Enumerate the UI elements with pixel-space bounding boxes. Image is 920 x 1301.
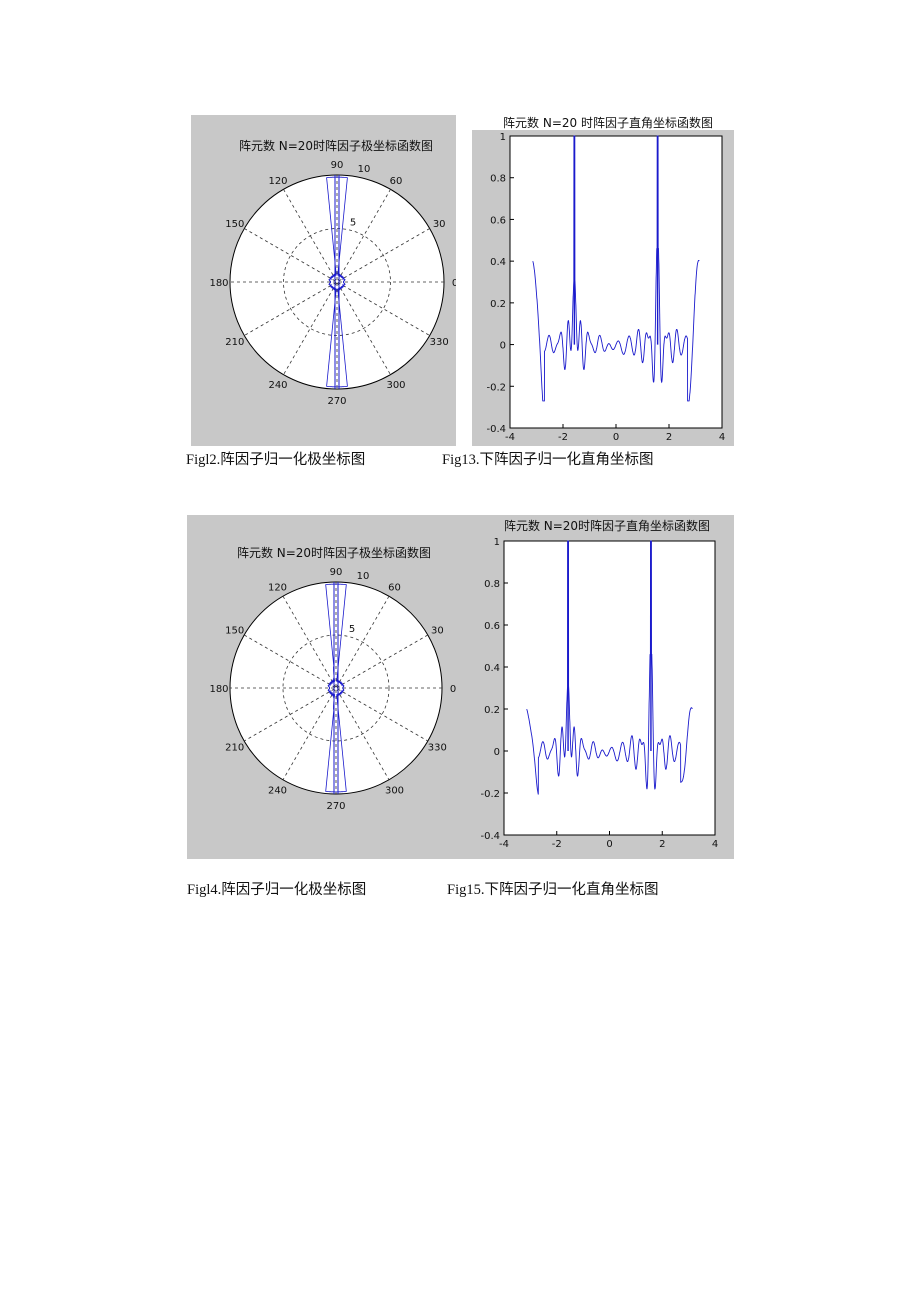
angle-tick-label: 30 <box>431 626 444 637</box>
y-tick-label: 0.6 <box>490 215 506 226</box>
y-tick-label: 0.2 <box>484 705 500 716</box>
polar-figure-2: 阵元数 N=20时阵因子极坐标函数图 0 30 60 90 120 150 180 210 24… <box>187 515 734 859</box>
radial-tick-label: 5 <box>349 624 355 635</box>
angle-tick-label: 120 <box>268 176 287 187</box>
angle-tick-label: 0 <box>452 278 456 289</box>
y-tick-label: 0.8 <box>484 579 500 590</box>
y-tick-label: 0.6 <box>484 621 500 632</box>
polar-chart-1: 阵元数 N=20时阵因子极坐标函数图 0 30 60 90 120 150 180 210 24… <box>209 138 458 407</box>
radial-tick-label: 5 <box>350 218 356 229</box>
angle-tick-label: 150 <box>225 626 244 637</box>
polar-chart-2: 阵元数 N=20时阵因子极坐标函数图 030609012015018021024… <box>209 518 718 850</box>
angle-tick-label: 270 <box>326 801 345 812</box>
y-tick-label: 0.2 <box>490 299 506 310</box>
angle-tick-label: 240 <box>268 380 287 391</box>
figure-caption: Fig13.下阵因子归一化直角坐标图 <box>442 452 654 468</box>
series-line <box>532 135 700 402</box>
figure-caption: Figl2.阵因子归一化极坐标图 <box>186 452 366 468</box>
angle-tick-label: 120 <box>268 583 287 594</box>
angle-tick-label: 0 <box>450 684 456 695</box>
angle-tick-label: 30 <box>433 219 446 230</box>
angle-tick-label: 90 <box>330 567 343 578</box>
angle-tick-label: 210 <box>225 743 244 754</box>
angle-tick-label: 270 <box>327 396 346 407</box>
y-tick-label: 0 <box>494 747 500 758</box>
polar-figure-1: 阵元数 N=20时阵因子极坐标函数图 0 30 60 90 120 150 180 210 24… <box>191 115 458 446</box>
angle-tick-label: 90 <box>331 160 344 171</box>
plot-area <box>503 540 716 836</box>
angle-tick-label: 60 <box>388 583 401 594</box>
radial-tick-label: 10 <box>358 164 371 175</box>
y-tick-label: -0.4 <box>480 831 500 842</box>
y-tick-label: 0.4 <box>484 663 500 674</box>
angle-tick-label: 60 <box>390 176 403 187</box>
angle-tick-label: 210 <box>225 337 244 348</box>
angle-tick-label: 180 <box>209 278 228 289</box>
x-tick-label: -2 <box>552 839 562 850</box>
x-tick-label: 0 <box>606 839 612 850</box>
angle-tick-label: 300 <box>385 785 404 796</box>
series-line <box>526 540 693 795</box>
y-tick-label: 1 <box>500 132 506 143</box>
figure-caption: Fig15.下阵因子归一化直角坐标图 <box>447 882 659 898</box>
x-tick-label: -4 <box>505 432 515 443</box>
chart-title: 阵元数 N=20时阵因子极坐标函数图 <box>239 138 433 153</box>
x-tick-label: -2 <box>558 432 568 443</box>
x-tick-label: 4 <box>719 432 725 443</box>
y-tick-label: -0.4 <box>486 424 506 435</box>
y-tick-label: -0.2 <box>486 382 506 393</box>
y-tick-label: 0 <box>500 341 506 352</box>
radial-tick-label: 10 <box>357 571 370 582</box>
angle-tick-label: 240 <box>268 785 287 796</box>
angle-tick-label: 300 <box>386 380 405 391</box>
y-tick-label: 0.8 <box>490 174 506 185</box>
y-tick-label: 0.4 <box>490 257 506 268</box>
x-tick-label: 0 <box>613 432 619 443</box>
angle-tick-label: 330 <box>428 743 447 754</box>
chart-title: 阵元数 N=20时阵因子直角坐标函数图 <box>504 518 710 533</box>
line-chart-1: 阵元数 N=20 时阵因子直角坐标函数图 -4 -2 0 2 4 -0.4 -0.2 0 0.2… <box>472 115 734 446</box>
x-tick-label: -4 <box>499 839 509 850</box>
x-tick-label: 2 <box>666 432 672 443</box>
x-tick-label: 4 <box>712 839 718 850</box>
plot-area <box>509 135 723 429</box>
figure-caption: Figl4.阵因子归一化极坐标图 <box>187 882 367 898</box>
chart-title: 阵元数 N=20 时阵因子直角坐标函数图 <box>503 115 713 130</box>
angle-tick-label: 330 <box>430 337 449 348</box>
chart-title: 阵元数 N=20时阵因子极坐标函数图 <box>237 545 431 560</box>
angle-tick-label: 180 <box>209 684 228 695</box>
angle-tick-label: 150 <box>225 219 244 230</box>
line-figure-1: 阵元数 N=20 时阵因子直角坐标函数图 -4 -2 0 2 4 -0.4 -0.2 0 0.2… <box>472 112 734 446</box>
y-tick-label: 1 <box>494 537 500 548</box>
x-tick-label: 2 <box>659 839 665 850</box>
y-tick-label: -0.2 <box>480 789 500 800</box>
